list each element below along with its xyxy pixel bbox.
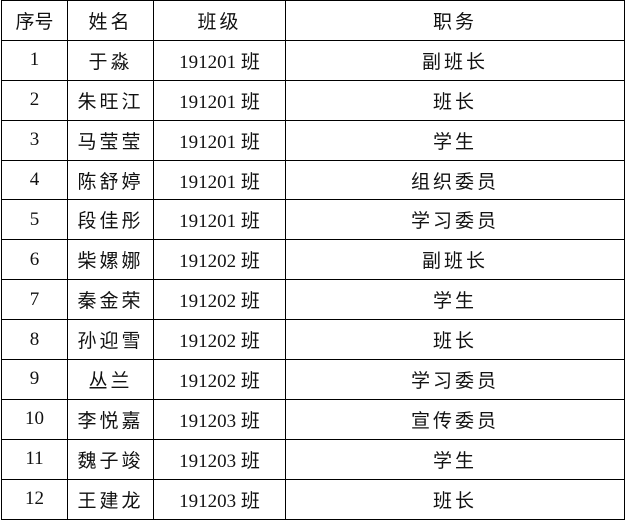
table-row: 4 陈舒婷 191201 班组织委员: [1, 159, 625, 201]
cell-name: 朱旺江: [67, 79, 154, 121]
cell-name: 柴嫘娜: [67, 239, 154, 281]
cell-role: 班长: [285, 79, 625, 121]
cell-class: 191201 班: [153, 39, 286, 81]
header-class: 班级: [153, 0, 286, 41]
cell-index: 4: [1, 159, 68, 201]
cell-class: 191201 班: [153, 79, 286, 121]
cell-role: 组织委员: [285, 159, 625, 201]
table-row: 10 李悦嘉 191203 班宣传委员: [1, 398, 625, 440]
cell-name: 陈舒婷: [67, 159, 154, 201]
cell-role: 学生: [285, 438, 625, 480]
cell-name: 马莹莹: [67, 119, 154, 161]
cell-class: 191202 班: [153, 359, 286, 400]
table-row: 12 王建龙 191203 班班长: [1, 478, 625, 520]
cell-class: 191201 班: [153, 159, 286, 201]
cell-name: 孙迎雪: [67, 319, 154, 361]
table-row: 2 朱旺江 191201 班班长: [1, 79, 625, 121]
cell-role: 宣传委员: [285, 398, 625, 440]
cell-index: 8: [1, 319, 68, 361]
cell-class: 191202 班: [153, 319, 286, 361]
cell-role: 学生: [285, 279, 625, 321]
header-name: 姓名: [67, 0, 154, 41]
cell-name: 王建龙: [67, 478, 154, 520]
table-row: 5 段佳彤 191201 班学习委员: [1, 199, 625, 241]
cell-class: 191202 班: [153, 239, 286, 281]
table-row: 6 柴嫘娜 191202 班副班长: [1, 239, 625, 281]
cell-role: 学习委员: [285, 199, 625, 241]
cell-index: 9: [1, 359, 68, 400]
cell-role: 副班长: [285, 239, 625, 281]
table-row: 3 马莹莹 191201 班学生: [1, 119, 625, 161]
cell-name: 秦金荣: [67, 279, 154, 321]
cell-class: 191203 班: [153, 398, 286, 440]
cell-index: 3: [1, 119, 68, 161]
table-row: 11 魏子竣 191203 班学生: [1, 438, 625, 480]
cell-class: 191203 班: [153, 478, 286, 520]
cell-class: 191202 班: [153, 279, 286, 321]
table-row: 1 于淼 191201 班副班长: [1, 39, 625, 81]
cell-name: 魏子竣: [67, 438, 154, 480]
cell-index: 10: [1, 398, 68, 440]
cell-role: 班长: [285, 319, 625, 361]
cell-index: 11: [1, 438, 68, 480]
cell-class: 191201 班: [153, 119, 286, 161]
header-index: 序号: [1, 0, 68, 41]
header-row: 序号 姓名 班级 职务: [1, 0, 625, 41]
cell-role: 副班长: [285, 39, 625, 81]
table-row: 9 丛兰 191202 班学习委员: [1, 359, 625, 400]
cell-class: 191203 班: [153, 438, 286, 480]
cell-index: 5: [1, 199, 68, 241]
cell-index: 6: [1, 239, 68, 281]
cell-class: 191201 班: [153, 199, 286, 241]
table-row: 7 秦金荣 191202 班学生: [1, 279, 625, 321]
cell-index: 1: [1, 39, 68, 81]
cell-index: 7: [1, 279, 68, 321]
cell-role: 学习委员: [285, 359, 625, 400]
cell-role: 班长: [285, 478, 625, 520]
table-row: 8 孙迎雪 191202 班班长: [1, 319, 625, 361]
header-role: 职务: [285, 0, 625, 41]
cell-name: 丛兰: [67, 359, 154, 400]
cell-role: 学生: [285, 119, 625, 161]
cell-name: 段佳彤: [67, 199, 154, 241]
cell-name: 于淼: [67, 39, 154, 81]
cell-index: 12: [1, 478, 68, 520]
cell-name: 李悦嘉: [67, 398, 154, 440]
cell-index: 2: [1, 79, 68, 121]
